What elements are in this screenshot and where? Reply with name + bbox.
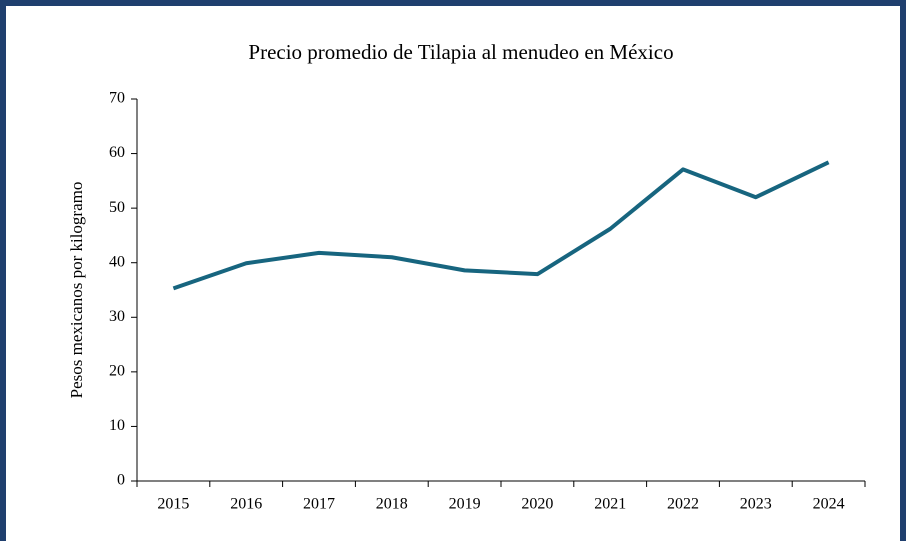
data-line [172,160,830,291]
y-tick-label: 30 [109,308,125,325]
y-tick-label: 70 [109,90,125,107]
x-tick-label: 2019 [449,496,481,513]
y-tick-label: 40 [109,253,125,270]
y-tick-label: 60 [109,144,125,161]
x-tick-label: 2022 [667,496,699,513]
x-tick-label: 2024 [813,496,845,513]
y-axis-label: Pesos mexicanos por kilogramo [67,182,86,399]
x-tick-label: 2020 [521,496,553,513]
x-tick-label: 2018 [376,496,408,513]
x-tick-label: 2015 [157,496,189,513]
x-tick-label: 2016 [230,496,262,513]
x-tick-label: 2023 [740,496,772,513]
y-tick-label: 0 [117,472,125,489]
x-tick-label: 2021 [594,496,626,513]
y-tick-label: 10 [109,417,125,434]
y-tick-label: 50 [109,199,125,216]
y-tick-label: 20 [109,363,125,380]
x-tick-label: 2017 [303,496,335,513]
chart-title: Precio promedio de Tilapia al menudeo en… [248,40,673,64]
